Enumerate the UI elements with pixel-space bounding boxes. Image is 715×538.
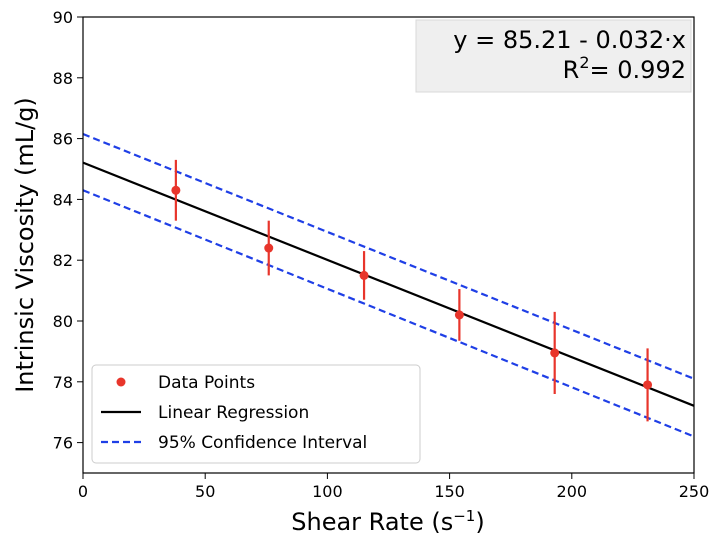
legend-label-confidence-interval: 95% Confidence Interval bbox=[158, 433, 367, 453]
annotation-background bbox=[415, 19, 692, 93]
x-tick-label-150: 150 bbox=[434, 482, 465, 501]
legend-label-linear-regression: Linear Regression bbox=[158, 403, 309, 423]
legend-label-data-points: Data Points bbox=[158, 373, 255, 393]
x-axis: 0 50 100 150 200 250 bbox=[78, 473, 709, 501]
x-tick-label-200: 200 bbox=[557, 482, 588, 501]
annotation-r2: R2= 0.992 bbox=[563, 53, 686, 84]
y-tick-label-82: 82 bbox=[53, 251, 73, 270]
x-tick-label-0: 0 bbox=[78, 482, 88, 501]
y-tick-label-76: 76 bbox=[53, 434, 73, 453]
legend: Data Points Linear Regression 95% Confid… bbox=[91, 364, 421, 464]
y-tick-label-80: 80 bbox=[53, 312, 73, 331]
data-point-1 bbox=[171, 185, 181, 195]
x-tick-label-50: 50 bbox=[195, 482, 215, 501]
x-tick-label-250: 250 bbox=[679, 482, 710, 501]
data-point-6 bbox=[643, 380, 653, 390]
annotation-equation: y = 85.21 - 0.032·x bbox=[453, 26, 686, 54]
y-axis-title: Intrinsic Viscosity (mL/g) bbox=[11, 97, 39, 393]
legend-entry-linear-regression: Linear Regression bbox=[101, 403, 309, 423]
regression-line bbox=[82, 161, 695, 407]
x-tick-label-100: 100 bbox=[312, 482, 343, 501]
data-point-5 bbox=[550, 348, 560, 358]
legend-entry-data-points: Data Points bbox=[116, 373, 255, 393]
y-tick-label-78: 78 bbox=[53, 373, 73, 392]
y-tick-label-90: 90 bbox=[53, 8, 73, 27]
y-tick-label-84: 84 bbox=[53, 190, 73, 209]
x-axis-title: Shear Rate (s−1) bbox=[291, 507, 484, 536]
legend-box bbox=[91, 364, 421, 464]
y-tick-label-88: 88 bbox=[53, 69, 73, 88]
plot-marks bbox=[82, 133, 695, 438]
annotation-box: y = 85.21 - 0.032·x R2= 0.992 bbox=[415, 19, 692, 93]
plot-frame bbox=[82, 16, 695, 474]
data-point-2 bbox=[264, 243, 274, 253]
legend-marker-data-points bbox=[116, 377, 126, 387]
y-tick-label-86: 86 bbox=[53, 130, 73, 149]
data-point-3 bbox=[359, 270, 369, 280]
y-axis: 76 78 80 82 84 86 88 90 bbox=[53, 8, 83, 453]
legend-entry-confidence-interval: 95% Confidence Interval bbox=[101, 433, 367, 453]
data-point-4 bbox=[454, 310, 464, 320]
